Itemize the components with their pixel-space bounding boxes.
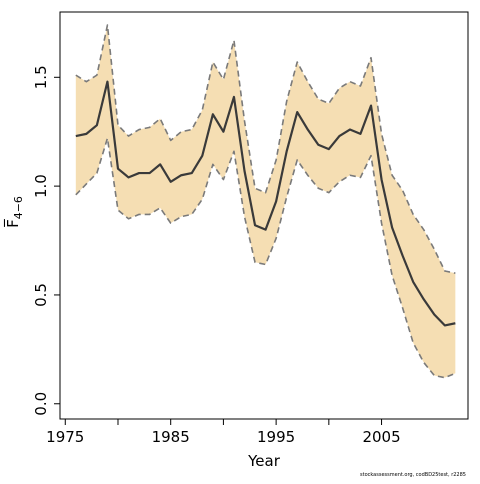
x-tick-label-2005: 2005 xyxy=(362,428,400,446)
svg-text:F̅4−6: F̅4−6 xyxy=(3,196,25,228)
lower-bound-line xyxy=(75,137,456,379)
footer-source: stockassessment.org, codBD25test, r2285 xyxy=(360,472,466,478)
x-axis-label: Year xyxy=(247,452,281,470)
estimate-line xyxy=(75,80,456,327)
y-tick-label-1: 1.0 xyxy=(32,174,50,198)
y-tick-label-0: 0.0 xyxy=(32,392,50,416)
x-tick-label-1995: 1995 xyxy=(257,428,295,446)
y-tick-label-0.5: 0.5 xyxy=(32,283,50,307)
y-axis-label-main: F̅ xyxy=(3,218,22,228)
x-tick-label-1975: 1975 xyxy=(46,428,84,446)
plot-layer xyxy=(75,24,456,379)
y-tick-label-1.5: 1.5 xyxy=(32,65,50,89)
confidence-band xyxy=(75,25,456,378)
axis-layer: 1975 1985 1995 2005 0.0 0.5 1.0 1.5 xyxy=(32,65,401,446)
x-tick-label-1985: 1985 xyxy=(152,428,190,446)
y-axis-label: F̅4−6 xyxy=(3,196,25,228)
y-axis-label-subscript: 4−6 xyxy=(12,196,25,219)
upper-bound-line xyxy=(75,24,456,274)
